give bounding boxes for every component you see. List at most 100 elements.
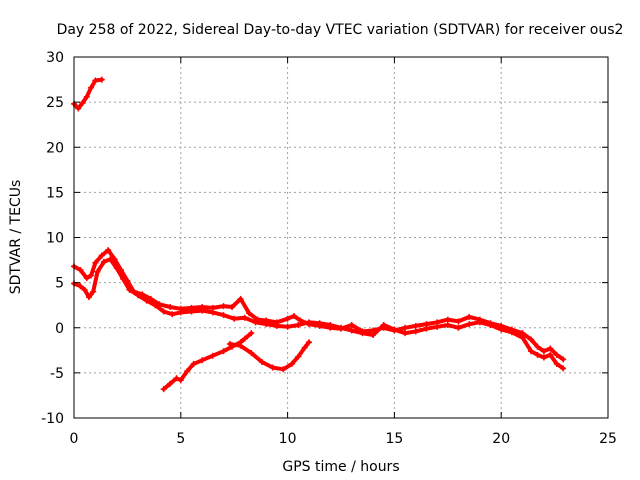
- data-point: [92, 77, 99, 84]
- data-point: [301, 344, 308, 351]
- data-point: [199, 307, 206, 314]
- data-point: [169, 311, 176, 318]
- data-point: [177, 377, 184, 384]
- data-point: [152, 302, 159, 309]
- data-point: [188, 308, 195, 315]
- data-point: [519, 334, 526, 341]
- data-point: [295, 353, 302, 360]
- data-point: [444, 322, 451, 329]
- data-point: [75, 105, 82, 112]
- data-point: [209, 352, 216, 359]
- data-point: [466, 313, 473, 320]
- data-point: [284, 323, 291, 330]
- data-point: [412, 328, 419, 335]
- data-point: [528, 336, 535, 343]
- data-point: [280, 366, 287, 373]
- data-point: [92, 259, 99, 266]
- data-point: [126, 286, 133, 293]
- series-line: [72, 257, 566, 371]
- data-point: [98, 252, 105, 259]
- series-line: [72, 248, 566, 362]
- data-point: [85, 294, 92, 301]
- data-point: [412, 322, 419, 329]
- data-point: [528, 348, 535, 355]
- data-point: [120, 276, 127, 283]
- data-point: [88, 272, 95, 279]
- data-point: [199, 357, 206, 364]
- data-point: [553, 351, 560, 358]
- y-tick-label: 5: [55, 276, 64, 292]
- y-tick-label: 30: [46, 50, 64, 66]
- data-point: [83, 93, 90, 100]
- data-point: [455, 318, 462, 325]
- data-point: [258, 359, 265, 366]
- data-point: [237, 295, 244, 302]
- series-line: [72, 77, 104, 111]
- data-point: [220, 303, 227, 310]
- data-point: [291, 313, 298, 320]
- data-point: [248, 330, 255, 337]
- x-axis-label: GPS time / hours: [282, 459, 399, 475]
- data-point: [560, 365, 567, 372]
- data-point: [79, 100, 86, 107]
- data-point: [444, 316, 451, 323]
- grid: [74, 57, 608, 418]
- data-point: [229, 303, 236, 310]
- data-point: [263, 321, 270, 328]
- data-point: [288, 360, 295, 367]
- data-point: [370, 331, 377, 338]
- data-point: [231, 315, 238, 322]
- data-point: [402, 330, 409, 337]
- data-point: [252, 319, 259, 326]
- data-point: [173, 375, 180, 382]
- data-point: [83, 275, 90, 282]
- x-tick-label: 15: [385, 431, 403, 447]
- data-point: [177, 309, 184, 316]
- data-point: [226, 340, 233, 347]
- data-point: [209, 309, 216, 316]
- data-point: [284, 315, 291, 322]
- data-point: [547, 351, 554, 358]
- y-tick-label: 15: [46, 185, 64, 201]
- data-point: [338, 324, 344, 331]
- data-point: [348, 327, 355, 334]
- data-point: [90, 288, 97, 295]
- data-point: [77, 283, 84, 290]
- data-point: [248, 350, 255, 357]
- y-tick-label: -10: [41, 411, 64, 427]
- x-tick-label: 10: [279, 431, 297, 447]
- data-point: [560, 356, 567, 363]
- data-point: [434, 323, 441, 330]
- axis-ticks: 0 5 10 15 20 25 -10 -5 0 5 10 15 20 25 30: [41, 50, 617, 447]
- data-point: [391, 326, 398, 333]
- data-point: [348, 322, 355, 329]
- data-point: [295, 322, 302, 329]
- data-point: [113, 265, 120, 272]
- data-point: [184, 368, 191, 375]
- data-point: [508, 329, 515, 336]
- data-point: [269, 364, 276, 371]
- data-point: [553, 360, 560, 367]
- y-tick-label: -5: [50, 366, 64, 382]
- data-point: [476, 319, 483, 326]
- data-point: [305, 319, 312, 326]
- data-point: [540, 354, 547, 361]
- data-point: [143, 297, 150, 304]
- data-point: [402, 324, 409, 331]
- data-point: [466, 321, 473, 328]
- series-main-track-upper: [71, 247, 567, 363]
- y-axis-label: SDTVAR / TECUs: [8, 180, 24, 295]
- series-late-arc: [160, 330, 255, 393]
- data-point: [455, 324, 462, 331]
- data-point: [487, 322, 494, 329]
- x-tick-label: 5: [176, 431, 185, 447]
- data-point: [88, 84, 95, 91]
- series-line: [227, 340, 311, 372]
- x-tick-label: 25: [599, 431, 617, 447]
- data-point: [359, 330, 366, 337]
- y-tick-label: 10: [46, 231, 64, 247]
- data-point: [167, 303, 174, 310]
- y-tick-label: 20: [46, 140, 64, 156]
- x-tick-label: 20: [492, 431, 510, 447]
